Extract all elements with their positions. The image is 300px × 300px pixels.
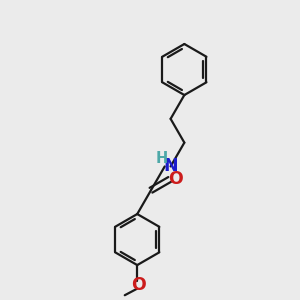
Text: O: O <box>131 276 146 294</box>
Text: H: H <box>156 151 168 166</box>
Text: N: N <box>163 158 178 175</box>
Text: O: O <box>168 170 183 188</box>
